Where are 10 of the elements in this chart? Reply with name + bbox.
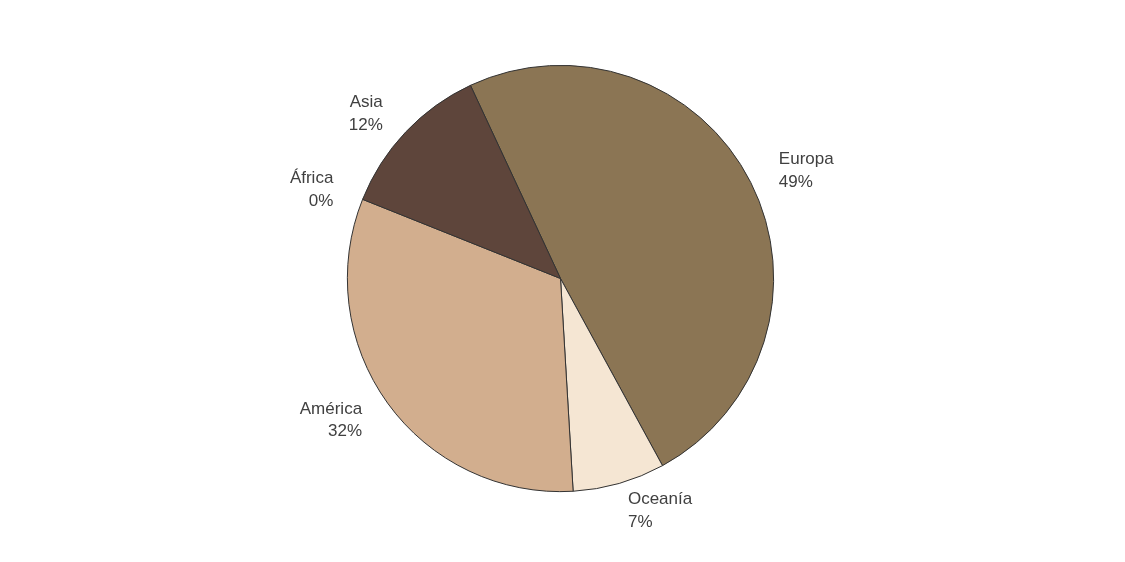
data-label: 7% (627, 512, 653, 531)
slice-label: Asia (349, 92, 384, 112)
data-label: 49% (778, 171, 813, 191)
slice-label: Europa (778, 148, 835, 168)
data-label: 32% (328, 421, 363, 441)
category-label: África (289, 168, 334, 188)
text: 0% (308, 190, 334, 210)
slice-label: Oceanía (627, 489, 693, 509)
data-label: 12% (348, 114, 383, 134)
slice-label: América (299, 398, 363, 418)
